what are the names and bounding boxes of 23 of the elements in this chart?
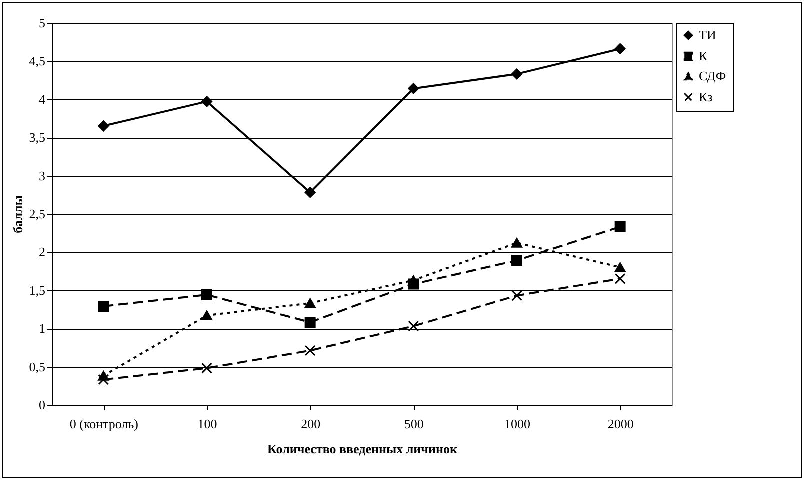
- y-axis-title: баллы: [10, 196, 26, 234]
- legend-label: СДФ: [699, 68, 726, 84]
- legend-label: Кз: [699, 90, 713, 104]
- legend-label: К: [699, 48, 708, 64]
- y-tick-label: 1: [39, 321, 46, 336]
- y-tick-label: 0: [39, 398, 46, 412]
- x-axis-title: Количество введенных личинок: [268, 442, 458, 456]
- x-tick-label: 500: [404, 416, 424, 432]
- y-tick-label: 4: [39, 92, 46, 107]
- y-tick-label: 2: [39, 244, 46, 260]
- legend-label: ТИ: [699, 28, 716, 42]
- x-tick-label: 1000: [504, 416, 530, 432]
- y-tick-label: 3,5: [29, 130, 46, 146]
- y-tick-label: 0,5: [29, 359, 46, 374]
- y-tick-label: 1,5: [29, 282, 46, 298]
- y-tick-label: 4,5: [29, 54, 46, 69]
- x-tick-label: 200: [301, 416, 321, 432]
- x-tick-label: 0 (контроль): [70, 416, 138, 432]
- y-tick-label: 5: [39, 16, 46, 30]
- y-tick-label: 3: [39, 168, 46, 184]
- x-tick-label: 2000: [608, 416, 634, 432]
- y-tick-label: 2,5: [29, 206, 46, 222]
- x-tick-label: 100: [198, 416, 218, 432]
